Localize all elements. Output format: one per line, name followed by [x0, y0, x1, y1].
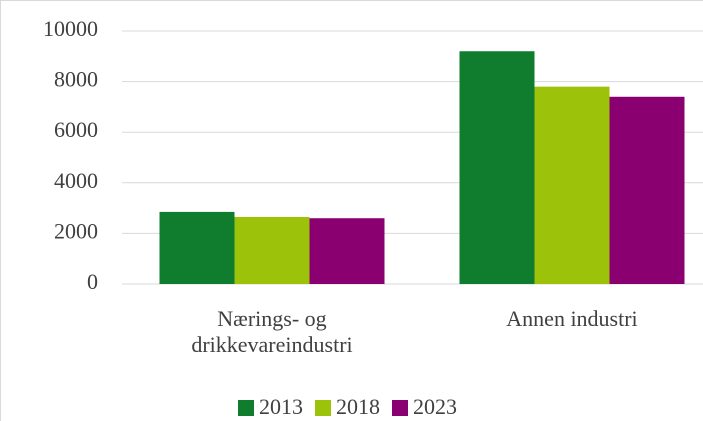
y-tick-label: 6000 — [54, 117, 98, 142]
y-tick-label: 4000 — [54, 168, 98, 193]
legend-swatch — [238, 400, 254, 416]
legend-swatch — [315, 400, 331, 416]
bar — [459, 51, 535, 284]
legend-swatch — [392, 400, 408, 416]
y-tick-label: 8000 — [54, 67, 98, 92]
legend-label: 2023 — [413, 394, 457, 419]
bar — [234, 216, 310, 284]
legend-label: 2013 — [259, 394, 303, 419]
legend-label: 2018 — [336, 394, 380, 419]
x-tick-label: Nærings- og drikkevareindustri — [191, 306, 353, 357]
bar — [159, 211, 235, 284]
y-tick-label: 2000 — [54, 218, 98, 243]
bar — [309, 218, 385, 284]
y-tick-label: 10000 — [43, 16, 98, 41]
bar — [534, 86, 610, 284]
x-tick-label: Annen industri — [506, 306, 638, 331]
bar — [609, 96, 685, 284]
y-tick-label: 0 — [87, 269, 98, 294]
